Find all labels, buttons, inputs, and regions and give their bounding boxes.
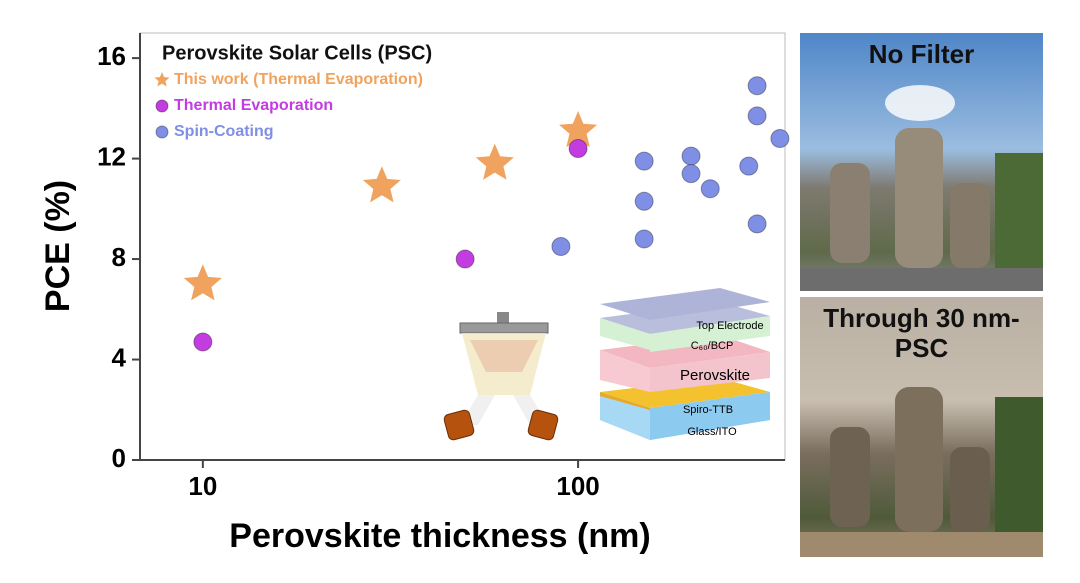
star-marker: [475, 143, 514, 180]
sphere-marker: [193, 332, 213, 352]
star-marker: [183, 264, 222, 301]
y-tick-label: 0: [112, 443, 126, 473]
star-marker: [559, 111, 598, 148]
layer-label: Glass/ITO: [687, 426, 737, 438]
sphere-marker: [155, 99, 169, 113]
sphere-marker: [634, 191, 654, 211]
sphere-marker: [747, 76, 767, 96]
layer-label: Perovskite: [680, 367, 750, 384]
y-tick-label: 8: [112, 242, 126, 272]
layer-label: Top Electrode: [696, 320, 763, 332]
sphere-marker: [551, 237, 571, 256]
x-tick-label: 10: [188, 471, 217, 501]
evaporator-illustration: [443, 312, 559, 441]
sphere-marker: [747, 106, 767, 126]
sphere-marker: [681, 164, 701, 184]
layer-label: C₆₀/BCP: [691, 340, 734, 352]
star-marker: [154, 72, 170, 87]
layer-label: Spiro-TTB: [683, 404, 733, 416]
legend-label: Thermal Evaporation: [174, 97, 333, 114]
photo-label: No Filter: [868, 39, 975, 69]
legend-label: This work (Thermal Evaporation): [174, 71, 423, 88]
x-axis-label: Perovskite thickness (nm): [229, 517, 650, 555]
legend-label: Spin-Coating: [174, 123, 274, 140]
y-axis-label: PCE (%): [39, 180, 77, 312]
sphere-marker: [155, 125, 169, 139]
sphere-marker: [634, 229, 654, 249]
y-tick-label: 12: [97, 141, 126, 171]
sphere-marker: [681, 146, 701, 166]
photo-through-psc: Through 30 nm-PSC: [800, 297, 1043, 557]
sphere-marker: [700, 179, 720, 199]
sphere-marker: [770, 128, 790, 148]
sphere-marker: [739, 156, 759, 176]
chart: PCE (%) Perovskite thickness (nm) Perovs…: [39, 32, 790, 555]
photo-label: Through 30 nm-PSC: [823, 303, 1020, 363]
photo-art: [800, 387, 1043, 557]
sphere-marker: [455, 249, 475, 269]
y-tick-label: 16: [97, 41, 126, 71]
sphere-marker: [568, 139, 588, 159]
sphere-marker: [747, 214, 767, 234]
sphere-marker: [634, 151, 654, 171]
x-tick-label: 100: [556, 471, 599, 501]
y-tick-label: 4: [112, 342, 127, 372]
star-marker: [362, 166, 401, 203]
legend-title: Perovskite Solar Cells (PSC): [162, 42, 432, 64]
photo-art: [800, 85, 1043, 291]
layer-stack: [600, 288, 770, 440]
photo-no-filter: No Filter: [800, 33, 1043, 291]
